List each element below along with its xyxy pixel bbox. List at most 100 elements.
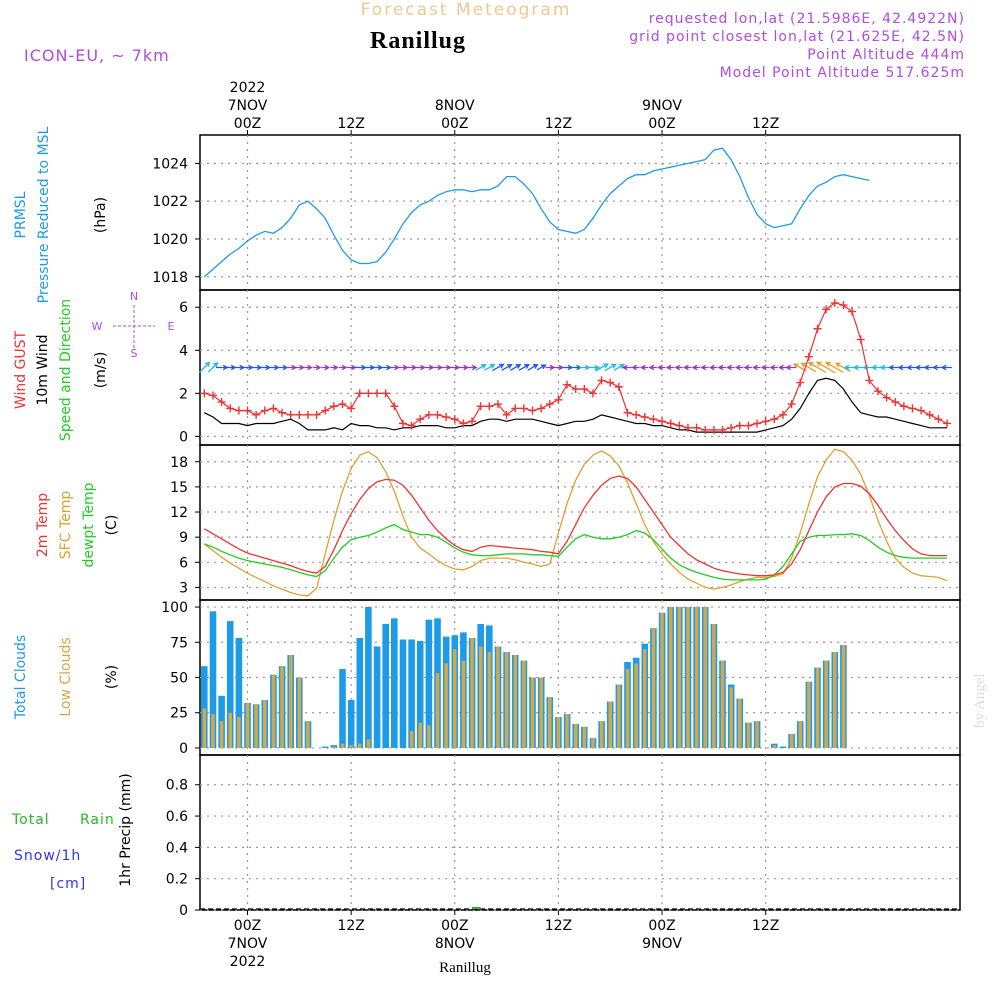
wind-direction-arrow: [450, 364, 461, 371]
wind-direction-arrow: [648, 364, 657, 371]
total-cloud-bar: [339, 669, 346, 748]
gust-marker: [796, 378, 805, 387]
wind-direction-arrow: [459, 364, 469, 371]
wind-direction-arrow: [251, 364, 263, 371]
low-cloud-bar: [496, 646, 500, 748]
wind-direction-arrow: [390, 364, 400, 371]
gust-marker: [347, 404, 356, 413]
compass-e: E: [168, 320, 175, 333]
gust-marker: [537, 404, 546, 413]
gust-marker: [839, 301, 848, 310]
y-tick-label: 9: [179, 530, 188, 546]
gust-marker: [321, 406, 330, 415]
low-cloud-bar: [263, 700, 267, 748]
total-cloud-bar: [321, 746, 329, 748]
point-altitude: Point Altitude 444m: [807, 47, 965, 63]
gust-marker: [278, 408, 287, 417]
total-cloud-bar: [373, 646, 381, 748]
wind-direction-arrow: [527, 364, 539, 371]
gust-marker: [882, 393, 891, 402]
y-tick-label: 6: [179, 300, 188, 316]
gust-marker: [778, 410, 787, 419]
gust-marker: [355, 389, 364, 398]
wind-direction-arrow: [621, 364, 632, 371]
gust-marker: [260, 406, 269, 415]
y-tick-label: 1018: [152, 270, 188, 286]
gust-marker: [442, 413, 451, 422]
wind-direction-arrow: [717, 364, 726, 371]
low-cloud-bar: [479, 646, 483, 748]
wind-direction-arrow: [441, 364, 452, 371]
low-cloud-bar: [599, 721, 604, 748]
low-cloud-bar: [427, 725, 431, 748]
gust-marker: [822, 305, 831, 314]
gust-marker: [295, 410, 304, 419]
pressure-label-2: Pressure Reduced to MSL: [36, 126, 52, 303]
clouds-panel: 0 25 50 75 100 Total Clouds Low Clouds (%): [13, 599, 961, 757]
y-tick-label: 0.2: [166, 872, 188, 888]
low-cloud-bar: [565, 714, 569, 748]
low-cloud-bar: [358, 743, 362, 748]
low-cloud-bar: [582, 726, 587, 748]
time-label: 00Z: [648, 116, 675, 132]
low-cloud-bar: [211, 714, 215, 748]
y-tick-label: 15: [170, 480, 188, 496]
y-tick-label: 0.6: [166, 809, 188, 825]
gust-marker: [226, 404, 235, 413]
gust-marker: [373, 389, 382, 398]
low-cloud-bar: [522, 660, 526, 748]
low-cloud-bar: [833, 652, 837, 748]
wind-unit: (m/s): [93, 352, 109, 389]
wind-direction-arrow: [198, 361, 211, 373]
low-cloud-bar: [703, 607, 707, 748]
gust-marker: [606, 378, 615, 387]
total-cloud-bar: [201, 666, 208, 748]
low-cloud-bar: [237, 717, 241, 748]
total-clouds-label: Total Clouds: [13, 635, 29, 720]
temperature-panel: 3 6 9 12 15 18 2m Temp SFC Temp dewpt Temp (C…: [35, 444, 961, 601]
precip-panel: 0 0.2 0.4 0.6 0.8 Total Rain Snow/1h [cm] 1h…: [11, 754, 961, 919]
top-time-axis: 2022 7NOV 00Z 12Z 8NOV 00Z 12Z 9NOV 00Z 12Z: [228, 80, 779, 135]
low-cloud-bar: [755, 721, 759, 748]
wind-direction-arrow: [778, 364, 787, 371]
low-cloud-bar: [530, 677, 535, 748]
wind-direction-arrow: [674, 364, 683, 371]
gust-marker: [485, 402, 494, 411]
wind-direction-arrow: [277, 364, 289, 371]
wind-direction-arrow: [595, 363, 609, 372]
wind-direction-arrow: [807, 361, 827, 373]
y-tick-label: 12: [170, 505, 188, 521]
snow-unit: [cm]: [50, 876, 86, 892]
low-cloud-bar: [651, 628, 656, 748]
total-cloud-bar: [416, 640, 424, 748]
gust-marker: [640, 413, 649, 422]
y-tick-label: 1020: [152, 232, 188, 248]
dewpt-label: dewpt Temp: [81, 482, 97, 567]
footer-location: Ranillug: [439, 960, 491, 976]
gust-marker: [804, 352, 813, 361]
pressure-unit: (hPa): [93, 197, 109, 233]
low-cloud-bar: [789, 733, 794, 748]
time-label: 00Z: [441, 116, 468, 132]
gust-marker: [416, 415, 425, 424]
rain-label: Rain: [80, 812, 115, 828]
wind-direction-arrow: [304, 364, 313, 371]
gust-marker: [398, 419, 407, 428]
gust-marker: [753, 419, 762, 428]
pressure-panel: 1018 1020 1022 1024 PRMSL Pressure Reduced …: [13, 126, 961, 303]
wind-10m-line: [204, 377, 947, 433]
gust-marker: [934, 415, 943, 424]
gust-marker: [269, 404, 278, 413]
gust-marker: [744, 421, 753, 430]
time-label: 12Z: [752, 116, 779, 132]
low-cloud-bar: [202, 708, 207, 748]
requested-coords: requested lon,lat (21.5986E, 42.4922N): [649, 11, 965, 27]
wind-direction-arrow: [769, 364, 778, 371]
wind-direction-arrow: [760, 364, 770, 371]
wind-direction-arrow: [518, 364, 530, 371]
wind-direction-arrow: [407, 364, 418, 371]
wind-direction-arrow: [398, 364, 409, 371]
gust-marker: [252, 410, 261, 419]
gust-marker: [312, 410, 321, 419]
gust-marker: [761, 417, 770, 426]
